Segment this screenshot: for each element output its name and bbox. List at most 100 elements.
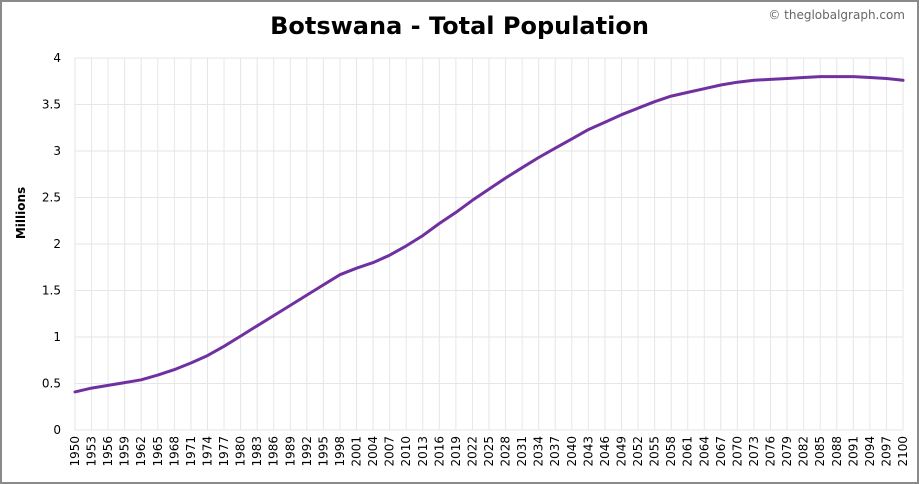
data-point [587, 129, 589, 131]
data-point [786, 77, 788, 79]
y-tick-label: 2.5 [42, 191, 61, 205]
x-tick-label: 2019 [449, 436, 463, 467]
data-point [438, 223, 440, 225]
x-tick-label: 2016 [432, 436, 446, 467]
data-point [422, 235, 424, 237]
x-tick-label: 1995 [316, 436, 330, 467]
x-tick-label: 2007 [383, 436, 397, 467]
x-tick-label: 1965 [151, 436, 165, 467]
data-point [852, 76, 854, 78]
x-tick-label: 2028 [499, 436, 513, 467]
x-tick-label: 2013 [416, 436, 430, 467]
x-tick-label: 1989 [283, 436, 297, 467]
data-point [157, 374, 159, 376]
y-tick-label: 1.5 [42, 284, 61, 298]
x-tick-label: 1950 [68, 436, 82, 467]
x-tick-label: 1992 [300, 436, 314, 467]
data-point [372, 262, 374, 264]
data-point [902, 79, 904, 81]
data-point [753, 79, 755, 81]
x-tick-label: 1974 [200, 436, 214, 467]
x-tick-label: 2037 [548, 436, 562, 467]
data-point [190, 362, 192, 364]
data-point [306, 294, 308, 296]
x-tick-label: 2100 [896, 436, 910, 467]
data-point [223, 345, 225, 347]
data-point [91, 387, 93, 389]
data-point [505, 177, 507, 179]
x-tick-label: 1980 [234, 436, 248, 467]
data-point [124, 382, 126, 384]
x-tick-label: 1968 [167, 436, 181, 467]
x-tick-label: 1959 [118, 436, 132, 467]
x-tick-label: 1956 [101, 436, 115, 467]
x-tick-label: 2034 [532, 436, 546, 467]
data-point [620, 114, 622, 116]
x-tick-label: 2043 [581, 436, 595, 467]
data-point [405, 245, 407, 247]
x-tick-label: 2094 [863, 436, 877, 467]
data-point [836, 76, 838, 78]
data-point [720, 84, 722, 86]
x-tick-label: 2046 [598, 436, 612, 467]
data-point [173, 369, 175, 371]
y-tick-label: 4 [53, 51, 61, 65]
data-point [885, 77, 887, 79]
x-tick-label: 2067 [714, 436, 728, 467]
y-tick-label: 0 [53, 423, 61, 437]
x-tick-label: 2097 [879, 436, 893, 467]
x-tick-label: 2022 [465, 436, 479, 467]
x-tick-label: 2004 [366, 436, 380, 467]
x-tick-label: 2073 [747, 436, 761, 467]
data-point [819, 76, 821, 78]
x-tick-label: 1998 [333, 436, 347, 467]
x-tick-label: 2070 [730, 436, 744, 467]
data-point [654, 101, 656, 103]
data-point [521, 167, 523, 169]
x-tick-label: 1983 [250, 436, 264, 467]
data-point [356, 267, 358, 269]
x-tick-label: 2010 [399, 436, 413, 467]
data-point [339, 274, 341, 276]
data-point [554, 147, 556, 149]
grid-lines [74, 57, 904, 431]
x-tick-label: 1971 [184, 436, 198, 467]
y-tick-label: 0.5 [42, 377, 61, 391]
x-tick-label: 2079 [780, 436, 794, 467]
x-tick-label: 2082 [797, 436, 811, 467]
data-point [289, 304, 291, 306]
data-point [687, 91, 689, 93]
data-point [488, 188, 490, 190]
x-tick-label: 2031 [515, 436, 529, 467]
data-point [74, 391, 76, 393]
data-point [389, 254, 391, 256]
data-point [322, 284, 324, 286]
data-point [670, 95, 672, 97]
y-tick-label: 1 [53, 330, 61, 344]
x-tick-label: 2064 [697, 436, 711, 467]
data-point [455, 211, 457, 213]
data-point [703, 88, 705, 90]
y-axis-label: Millions [14, 187, 28, 239]
data-point [107, 384, 109, 386]
y-tick-label: 3 [53, 144, 61, 158]
data-point [637, 107, 639, 109]
data-point [256, 325, 258, 327]
x-tick-label: 2055 [648, 436, 662, 467]
x-tick-label: 2049 [614, 436, 628, 467]
x-tick-label: 2040 [565, 436, 579, 467]
data-point [140, 379, 142, 381]
x-tick-label: 2085 [813, 436, 827, 467]
data-point [869, 77, 871, 79]
x-tick-label: 1962 [134, 436, 148, 467]
series-layer [73, 75, 905, 394]
x-tick-label: 2061 [681, 436, 695, 467]
data-point [736, 81, 738, 83]
x-tick-label: 2088 [830, 436, 844, 467]
x-tick-label: 2058 [664, 436, 678, 467]
data-point [273, 315, 275, 317]
data-point [770, 78, 772, 80]
x-tick-label: 1977 [217, 436, 231, 467]
chart-title: Botswana - Total Population [270, 12, 649, 40]
